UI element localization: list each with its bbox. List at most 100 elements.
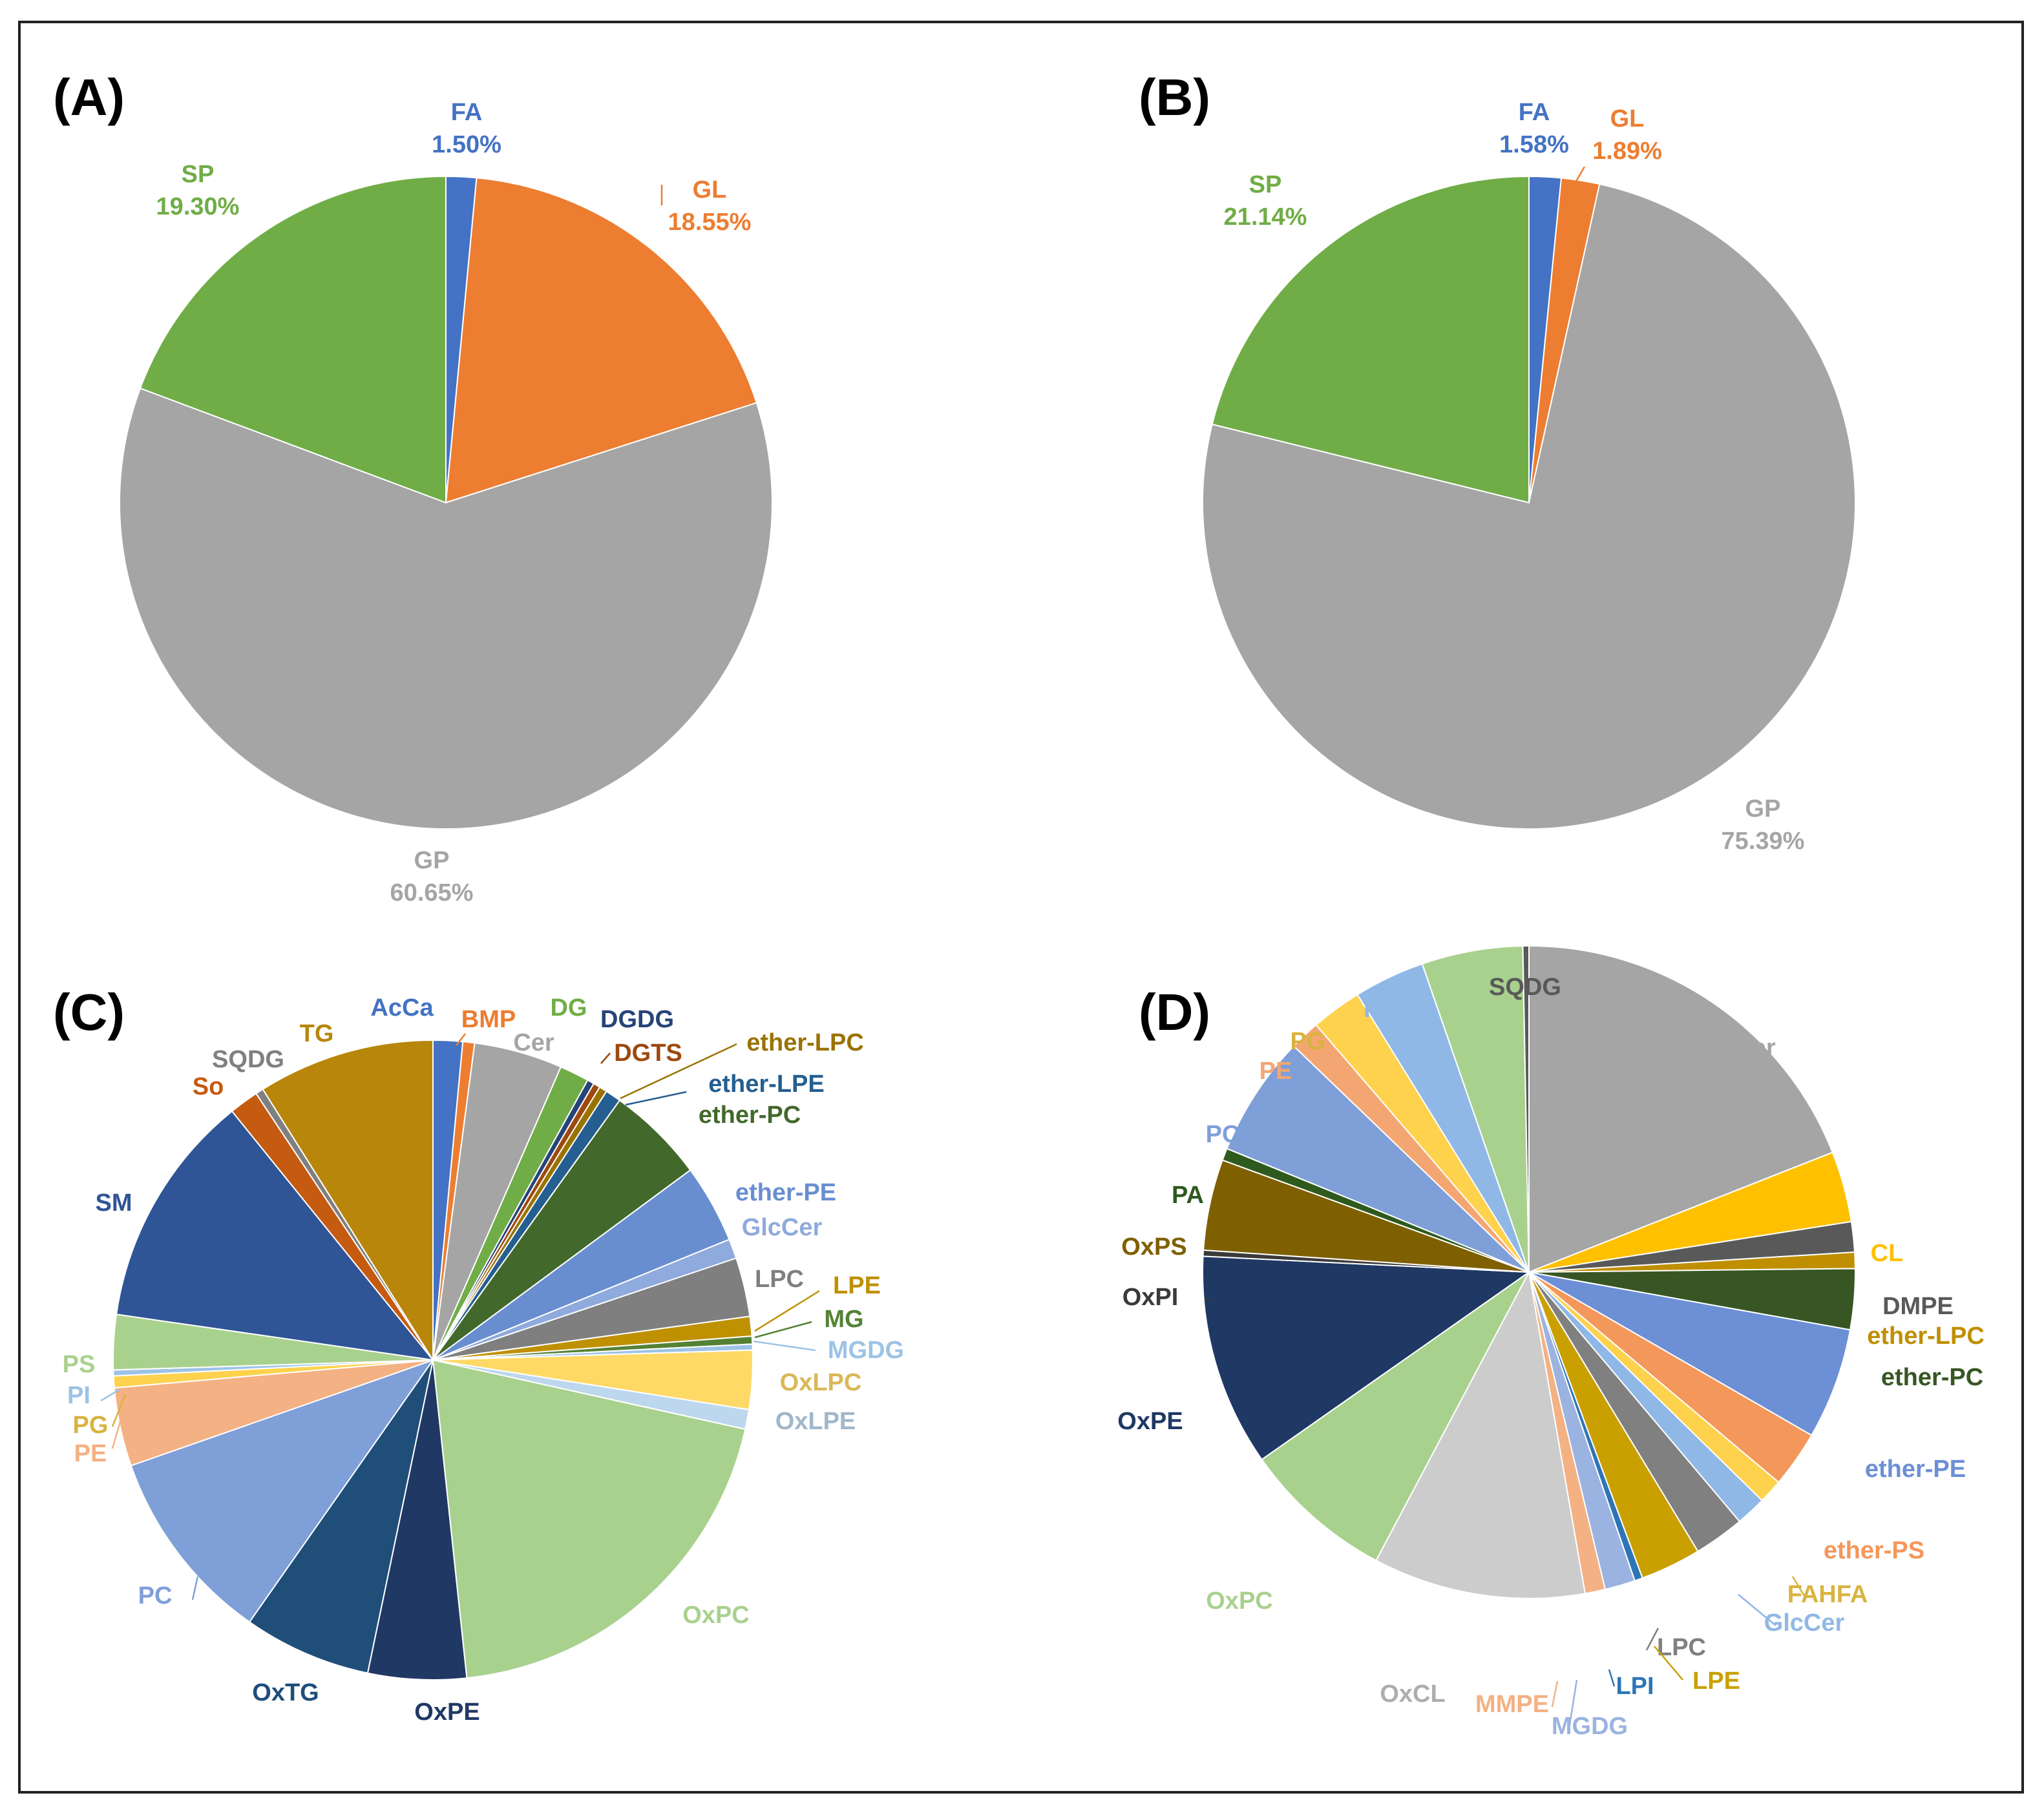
leader-line-c-pc (191, 1576, 199, 1600)
slice-c-ether-pc (432, 1099, 691, 1361)
label-c-oxpc: OxPC (682, 1602, 749, 1629)
leader-line-d-oxpi (1205, 1297, 1212, 1301)
label-c-pg: PG (73, 1412, 109, 1439)
label-c-pi: PI (67, 1382, 90, 1409)
label-d-pa: PA (1172, 1182, 1204, 1209)
value-label-a-fa: 1.50% (432, 131, 501, 158)
leader-line-c-bmp (456, 1033, 466, 1046)
label-d-ether-pe: ether-PE (1865, 1456, 1966, 1483)
pie-chart-b: FA 1.58% GL 1.89% GP 75.39% SP 21.14% (1202, 99, 1856, 855)
value-label-b-fa: 1.58% (1499, 131, 1569, 158)
pie-chart-d: Cer CL DMPE ether-LPC ether-PC ether-PE ether-… (1117, 945, 1985, 1740)
label-d-oxcl: OxCL (1380, 1680, 1445, 1708)
slice-d-sqdg (1522, 945, 1530, 1273)
leader-line-c-pg (111, 1394, 127, 1427)
label-c-mgdg: MGDG (828, 1337, 904, 1364)
panel-label-a: (A) (53, 68, 125, 126)
label-c-lpe: LPE (833, 1272, 881, 1299)
slice-b-sp (1211, 175, 1530, 504)
label-d-pi: PI (1364, 996, 1387, 1023)
slice-d-ether-pe (1528, 1272, 1851, 1436)
slice-d-pc (1226, 1045, 1530, 1273)
label-c-pc: PC (138, 1582, 173, 1609)
leader-line-c-lpe (754, 1290, 820, 1332)
leader-line-d-lpc (1645, 1628, 1659, 1651)
label-c-sm: SM (96, 1189, 132, 1217)
label-c-dg: DG (551, 994, 587, 1021)
leader-line-c-ether-lpe (625, 1091, 687, 1106)
label-c-mg: MG (824, 1306, 863, 1333)
value-label-b-sp: 21.14% (1224, 204, 1307, 231)
label-d-glccer: GlcCer (1764, 1609, 1845, 1637)
leader-line-c-mg (754, 1321, 812, 1339)
label-d-cl: CL (1871, 1240, 1904, 1267)
slice-c-sm (115, 1110, 435, 1361)
label-c-oxpe: OxPE (414, 1699, 479, 1726)
leader-line-c-pe (111, 1399, 128, 1449)
leader-line-b-gl (1574, 166, 1586, 183)
label-a-fa: FA (451, 99, 483, 126)
leader-line-c-pi (100, 1388, 121, 1402)
slice-c-oxpe (366, 1359, 468, 1680)
slice-d-oxpe (1202, 1255, 1531, 1461)
slice-c-oxtg (248, 1359, 434, 1674)
label-c-oxtg: OxTG (252, 1679, 319, 1706)
slice-b-gp (1202, 183, 1856, 830)
leader-line-d-lpi (1608, 1669, 1616, 1687)
label-d-lpe: LPE (1692, 1668, 1740, 1695)
label-d-fahfa: FAHFA (1787, 1581, 1868, 1608)
label-d-pc: PC (1206, 1121, 1240, 1148)
panel-label-d: (D) (1139, 983, 1210, 1041)
label-c-dgts: DGTS (614, 1040, 682, 1067)
label-b-gp: GP (1745, 795, 1781, 822)
label-c-ether-lpc: ether-LPC (746, 1029, 864, 1056)
label-d-oxps: OxPS (1121, 1233, 1186, 1261)
slice-a-sp (139, 175, 447, 504)
value-label-a-gp: 60.65% (390, 879, 474, 906)
label-c-ether-pe: ether-PE (735, 1179, 836, 1206)
label-c-bmp: BMP (461, 1006, 516, 1033)
label-d-oxpi: OxPI (1122, 1284, 1179, 1311)
label-d-lpc: LPC (1657, 1634, 1706, 1661)
label-b-gl: GL (1610, 105, 1645, 132)
slice-c-tg (262, 1039, 434, 1363)
slice-c-pc (130, 1359, 435, 1623)
label-d-lpi: LPI (1616, 1673, 1654, 1700)
leader-line-d-lpe (1654, 1646, 1683, 1680)
label-d-ether-ps: ether-PS (1824, 1537, 1924, 1564)
label-a-gp: GP (414, 847, 450, 874)
label-d-ether-pc: ether-PC (1881, 1364, 1983, 1391)
label-d-oxpc: OxPC (1206, 1587, 1272, 1615)
leader-line-c-dgts (600, 1052, 611, 1064)
leader-line-d-fahfa (1791, 1576, 1806, 1596)
pie-chart-a: FA 1.50% GL 18.55% GP 60.65% SP 19.30% (119, 99, 773, 906)
leader-line-d-mgdg (1568, 1679, 1578, 1730)
slice-d-ps (1421, 945, 1530, 1273)
leader-line-c-mgdg (753, 1340, 816, 1352)
value-label-b-gp: 75.39% (1722, 828, 1805, 855)
label-c-ether-pc: ether-PC (699, 1102, 801, 1129)
label-d-pe: PE (1259, 1058, 1292, 1085)
label-d-dmpe: DMPE (1882, 1293, 1954, 1320)
label-d-cer: Cer (1734, 1034, 1776, 1062)
value-label-a-sp: 19.30% (156, 193, 240, 220)
label-b-fa: FA (1519, 99, 1550, 126)
label-c-oxlpc: OxLPC (780, 1369, 862, 1396)
label-c-sqdg: SQDG (212, 1046, 284, 1073)
label-c-tg: TG (300, 1020, 334, 1047)
label-c-oxlpe: OxLPE (775, 1408, 856, 1435)
leader-line-d-glccer (1738, 1594, 1776, 1626)
value-label-b-gl: 1.89% (1592, 138, 1662, 165)
label-c-acca: AcCa (370, 994, 434, 1021)
label-d-pg: PG (1291, 1028, 1326, 1055)
leader-line-c-ether-lpc (620, 1043, 737, 1100)
label-d-mgdg: MGDG (1552, 1713, 1628, 1740)
label-d-oxpe: OxPE (1117, 1408, 1183, 1435)
label-d-mmpe: MMPE (1475, 1691, 1549, 1718)
label-b-sp: SP (1249, 171, 1282, 198)
label-c-ether-lpe: ether-LPE (708, 1071, 824, 1098)
label-c-glccer: GlcCer (742, 1214, 823, 1241)
slice-d-cer (1528, 945, 1834, 1273)
label-c-cer: Cer (513, 1029, 554, 1056)
